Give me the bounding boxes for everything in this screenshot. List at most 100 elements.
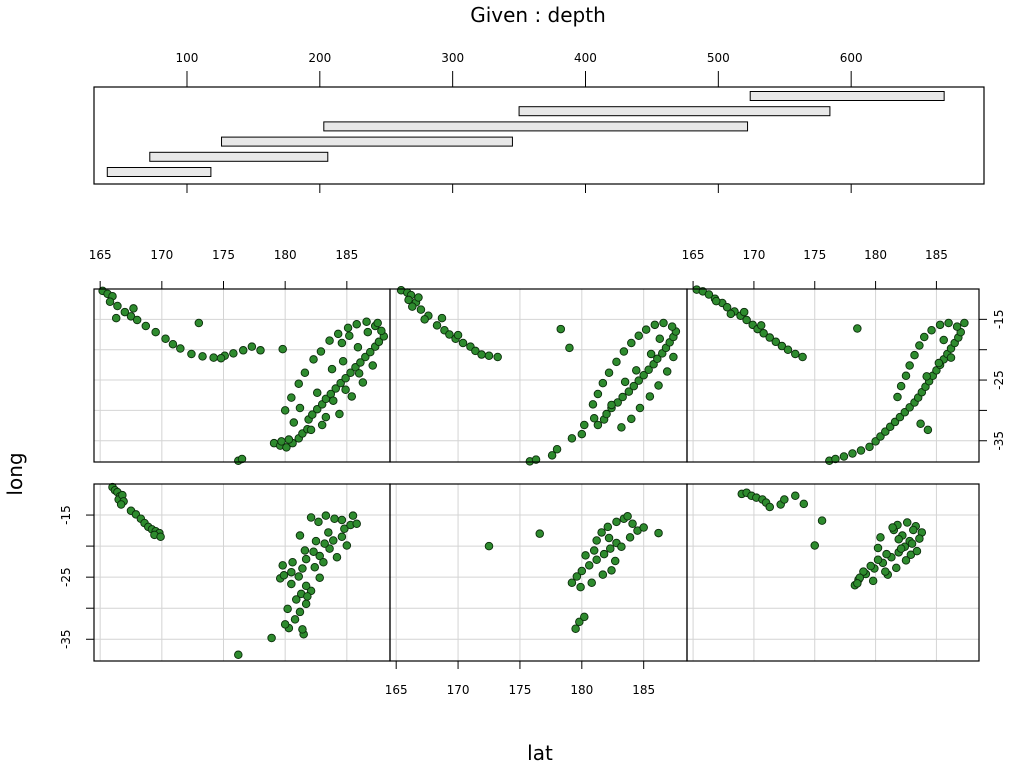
scatter-point — [607, 566, 616, 575]
scatter-point — [194, 318, 204, 328]
scatter-point — [295, 607, 305, 617]
scatter-point — [341, 385, 350, 395]
scatter-point — [873, 543, 883, 553]
y-tick-label: -15 — [992, 310, 1006, 330]
scatter-point — [920, 332, 929, 342]
panel-frame — [686, 483, 980, 662]
scatter-point — [315, 551, 324, 561]
x-axis-label: lat — [527, 741, 553, 765]
scatter-point — [132, 315, 142, 325]
scatter-point — [798, 352, 807, 362]
scatter-point — [856, 446, 866, 455]
x-tick-label: 185 — [632, 683, 655, 697]
scatter-point — [581, 551, 590, 560]
scatter-point — [288, 558, 297, 567]
scatter-point — [346, 368, 355, 378]
x-tick-label: 180 — [274, 248, 297, 262]
scatter-point — [739, 307, 749, 317]
scatter-point — [619, 347, 629, 356]
panel-frame — [389, 483, 688, 662]
scatter-point — [669, 352, 678, 362]
scatter-point — [331, 384, 340, 393]
scatter-point — [791, 349, 800, 359]
scatter-point — [337, 515, 347, 525]
scatter-point — [912, 546, 922, 556]
given-interval-bar — [149, 151, 329, 162]
scatter-point — [618, 392, 627, 402]
scatter-point — [161, 334, 170, 344]
scatter-point — [329, 536, 338, 545]
scatter-point — [777, 341, 787, 351]
scatter-point — [310, 562, 320, 572]
y-tick-label: -15 — [59, 505, 73, 525]
scatter-point — [295, 531, 305, 540]
scatter-point — [902, 518, 912, 527]
scatter-point — [901, 556, 911, 565]
scatter-point — [287, 579, 296, 589]
scatter-point — [337, 338, 347, 348]
scatter-point — [597, 528, 606, 537]
scatter-point — [592, 555, 601, 565]
scatter-point — [831, 454, 840, 464]
scatter-point — [300, 546, 310, 555]
scatter-point — [340, 524, 349, 533]
given-tick-label: 600 — [840, 51, 863, 65]
scatter-point — [300, 368, 310, 378]
scatter-point — [325, 544, 334, 553]
scatter-point — [588, 400, 598, 409]
scatter-point — [639, 523, 648, 532]
panel-frames — [93, 288, 980, 662]
given-tick-label: 100 — [176, 51, 199, 65]
scatter-point — [292, 595, 301, 604]
scatter-point — [111, 313, 121, 323]
scatter-point — [301, 599, 311, 609]
scatter-point — [848, 449, 857, 458]
scatter-point — [612, 357, 621, 367]
x-tick-label: 175 — [803, 248, 826, 262]
scatter-point — [599, 549, 609, 559]
scatter-point — [256, 346, 265, 355]
scatter-point — [280, 620, 290, 629]
scatter-point — [315, 573, 324, 583]
scatter-point — [298, 564, 307, 573]
scatter-point — [420, 315, 429, 324]
scatter-point — [654, 528, 663, 538]
scatter-point — [606, 544, 615, 553]
scatter-point — [810, 541, 820, 550]
scatter-point — [353, 343, 363, 352]
scatter-point — [868, 576, 878, 586]
scatter-point — [368, 361, 377, 370]
scatter-point — [655, 334, 665, 344]
y-tick-label: -25 — [59, 567, 73, 587]
scatter-point — [416, 305, 426, 314]
scatter-point — [952, 322, 962, 331]
scatter-point — [187, 349, 196, 359]
scatter-point — [765, 502, 774, 512]
scatter-point — [280, 406, 290, 415]
scatter-point — [330, 514, 339, 524]
x-tick-label: 165 — [89, 248, 112, 262]
scatter-point — [129, 304, 138, 313]
panel-grid — [94, 289, 979, 661]
scatter-point — [625, 533, 635, 542]
scatter-point — [377, 326, 386, 336]
scatter-point — [584, 561, 594, 570]
scatter-point — [414, 293, 423, 302]
scatter-point — [922, 372, 931, 381]
scatter-point — [374, 337, 384, 347]
scatter-point — [324, 528, 333, 537]
scatter-point — [301, 554, 311, 564]
scatter-point — [853, 324, 862, 333]
scatter-point — [589, 546, 599, 555]
scatter-point — [408, 302, 417, 311]
scatter-point — [341, 373, 350, 383]
scatter-point — [960, 318, 969, 328]
scatter-point — [580, 420, 589, 430]
panel-frame — [93, 483, 391, 662]
given-interval-bar — [106, 167, 212, 177]
scatter-point — [628, 519, 637, 528]
scatter-point — [704, 290, 714, 299]
scatter-point — [209, 353, 218, 362]
scatter-point — [644, 365, 653, 374]
scatter-point — [759, 329, 768, 338]
